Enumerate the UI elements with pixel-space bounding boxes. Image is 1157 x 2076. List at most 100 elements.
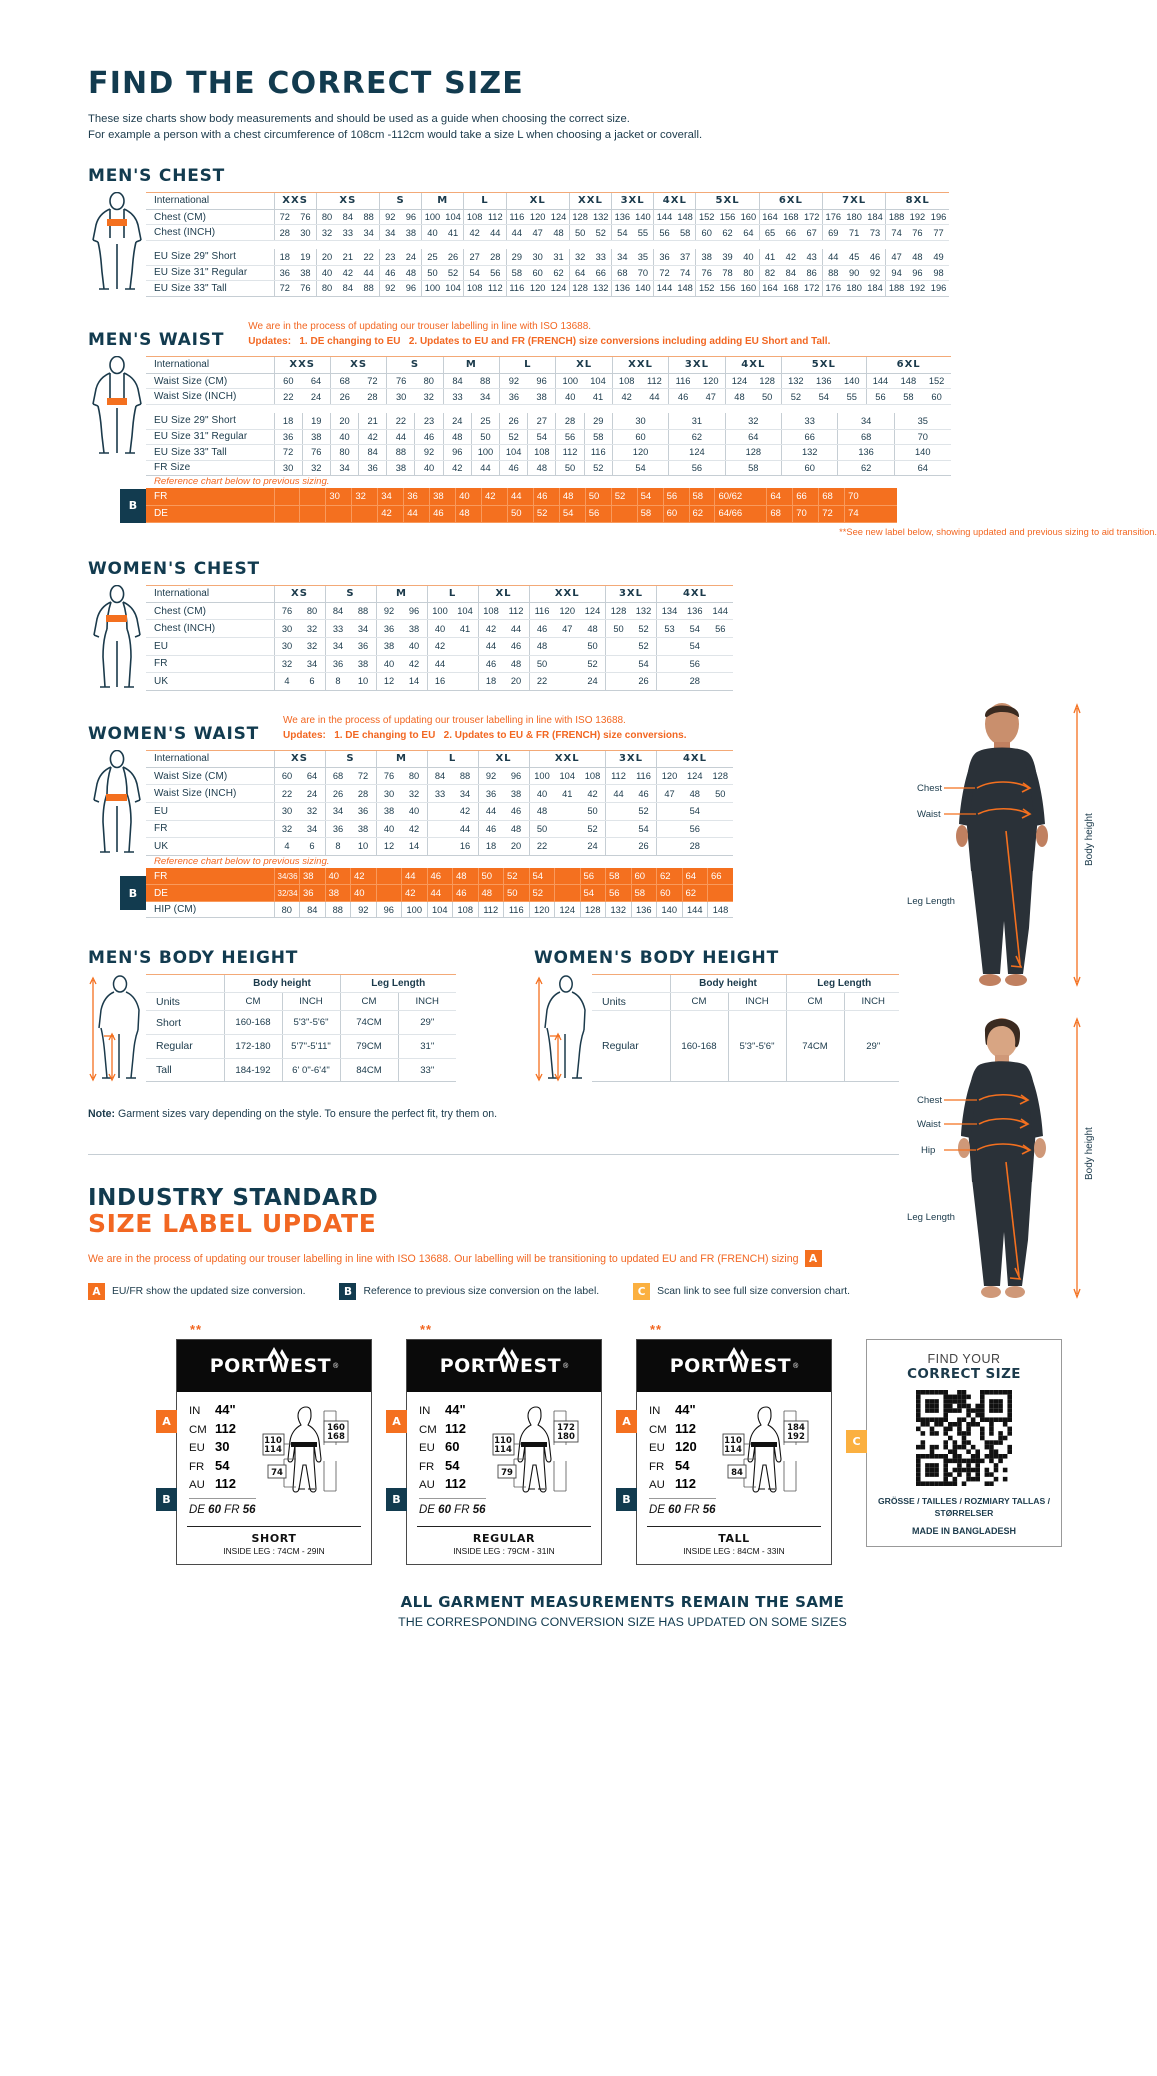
height-max: 192 bbox=[787, 1432, 805, 1442]
cell: 22 bbox=[528, 672, 555, 691]
cell: 52 bbox=[631, 802, 657, 821]
cell: 70 bbox=[893, 429, 951, 446]
col-xxs: XXS bbox=[273, 355, 331, 374]
mens-body-height-title: MEN'S BODY HEIGHT bbox=[88, 948, 299, 969]
cell: 46 bbox=[477, 820, 504, 839]
asterisk-marker: ** bbox=[650, 1322, 663, 1338]
cell: 32 bbox=[724, 413, 782, 430]
cell: 124 bbox=[580, 602, 606, 621]
cell: 164 bbox=[758, 280, 781, 297]
legend-row: A EU/FR show the updated size conversion… bbox=[88, 1283, 1157, 1301]
cell: 116 bbox=[505, 280, 528, 297]
tag-a: A bbox=[386, 1410, 407, 1434]
mens-chest-table: International XXS XS S M L XL XXL 3XL 4XL 5XL 6XL 7… bbox=[146, 191, 950, 297]
table-row: EU 30 32 34 36 38 40 42 44 46 48 50 52 54 bbox=[146, 637, 733, 656]
qr-title-2: CORRECT SIZE bbox=[907, 1366, 1021, 1383]
cell: 80 bbox=[315, 209, 338, 226]
footer-line-1: ALL GARMENT MEASUREMENTS REMAIN THE SAME bbox=[400, 1592, 845, 1611]
table-row: Waist Size (INCH) 22 24 26 28 30 32 33 34 36 38 40 4… bbox=[146, 784, 733, 803]
cell: 108 bbox=[611, 373, 641, 390]
row-label: Tall bbox=[146, 1058, 224, 1083]
cell: 30 bbox=[273, 802, 300, 821]
row-label: Waist Size (INCH) bbox=[146, 388, 274, 405]
ref-cell: 48 bbox=[477, 884, 504, 903]
cell: 148 bbox=[707, 902, 733, 919]
cell: 100 bbox=[401, 902, 427, 919]
spec-row-in: IN 44" bbox=[649, 1401, 716, 1419]
cell: 124 bbox=[548, 280, 570, 297]
cell: 100 bbox=[426, 602, 453, 621]
cell bbox=[656, 837, 682, 856]
ref-cell: 70 bbox=[792, 505, 819, 523]
cell: 132 bbox=[781, 373, 810, 390]
qr-code[interactable] bbox=[916, 1390, 1012, 1487]
ref-cell: 46 bbox=[452, 884, 478, 903]
cell: 22 bbox=[386, 413, 415, 430]
cell: 32 bbox=[299, 619, 325, 638]
spec-value: 112 bbox=[675, 1420, 696, 1436]
cell: 24 bbox=[580, 837, 606, 856]
brand-text: PORTWEST bbox=[209, 1355, 332, 1378]
ref-cell: 60 bbox=[656, 884, 682, 903]
footer-line-2: THE CORRESPONDING CONVERSION SIZE HAS UP… bbox=[398, 1614, 847, 1629]
cell: 84 bbox=[337, 209, 359, 226]
cell: 160-168 bbox=[669, 1010, 728, 1083]
cell: 47 bbox=[656, 784, 682, 803]
spec-value: 30 bbox=[215, 1439, 230, 1455]
waist-min: 110 bbox=[724, 1436, 742, 1446]
ref-cell: 34 bbox=[377, 488, 404, 506]
col-international: International bbox=[146, 749, 274, 768]
cell bbox=[707, 820, 733, 839]
intro-line-1: These size charts show body measurements… bbox=[88, 113, 630, 125]
ref-cell: 38 bbox=[324, 884, 351, 903]
col-3xl: 3XL bbox=[668, 355, 726, 374]
ref-cell bbox=[273, 505, 300, 523]
table-row: Tall 184-192 6' 0"-6'4" 84CM 33" bbox=[146, 1058, 456, 1083]
row-label: HIP (CM) bbox=[146, 902, 274, 919]
cell: 73 bbox=[864, 224, 886, 241]
registered-mark: ® bbox=[563, 1362, 569, 1370]
asterisk-marker: ** bbox=[190, 1322, 203, 1338]
cell: 48 bbox=[503, 655, 529, 674]
cell: 40 bbox=[414, 460, 444, 477]
col-4xl: 4XL bbox=[724, 355, 782, 374]
cell: 62 bbox=[717, 224, 739, 241]
spec-row-cm: CM 112 bbox=[189, 1420, 256, 1438]
cell: 132 bbox=[605, 902, 631, 919]
cell: 29" bbox=[397, 1010, 456, 1036]
ref-cell: 32/34 bbox=[273, 884, 300, 903]
mens-waist-note-1: 1. DE changing to EU bbox=[299, 335, 401, 347]
womens-waist-ref-note: Reference chart below to previous sizing… bbox=[154, 855, 330, 867]
cell: 39 bbox=[717, 249, 739, 266]
table-row: Chest (INCH) 28 30 32 33 34 34 38 40 41 42 44 44 47 48… bbox=[146, 224, 950, 241]
cell: 90 bbox=[843, 265, 865, 282]
ref-cell: 64 bbox=[681, 867, 708, 886]
cell: 42 bbox=[580, 784, 606, 803]
cell bbox=[554, 655, 580, 674]
mens-waist-see-note: **See new label below, showing updated a… bbox=[839, 526, 1157, 537]
cell: 46 bbox=[378, 265, 401, 282]
section-size-label-update: INDUSTRY STANDARD SIZE LABEL UPDATE We a… bbox=[88, 1185, 1157, 1629]
cell: 64 bbox=[738, 224, 760, 241]
leg-value: 79 bbox=[501, 1468, 513, 1478]
cell: 42 bbox=[426, 637, 453, 656]
cell: 42 bbox=[452, 802, 478, 821]
cell: 92 bbox=[477, 767, 504, 786]
badge-b-mens: B bbox=[120, 488, 146, 523]
waist-max: 114 bbox=[264, 1445, 282, 1455]
brand-bar: PORTWEST ® bbox=[177, 1340, 371, 1393]
previous-size-line: DE 60 FR 56 bbox=[649, 1497, 716, 1518]
spec-key: CM bbox=[649, 1423, 667, 1436]
made-in-text: MADE IN BANGLADESH bbox=[911, 1526, 1016, 1537]
body-height-row: MEN'S BODY HEIGHT bbox=[88, 948, 1157, 1083]
col-m: M bbox=[421, 191, 464, 210]
cell: 54 bbox=[527, 429, 556, 446]
legend-item-c: C Scan link to see full size conversion … bbox=[633, 1283, 850, 1301]
model-label-body-height: Body height bbox=[1084, 813, 1095, 866]
cell: 38 bbox=[527, 388, 556, 405]
row-label: EU Size 29" Short bbox=[146, 249, 274, 266]
chip-a: A bbox=[88, 1283, 105, 1301]
ref-cell bbox=[375, 867, 402, 886]
cell: 32 bbox=[401, 784, 427, 803]
cell: 56 bbox=[653, 224, 675, 241]
